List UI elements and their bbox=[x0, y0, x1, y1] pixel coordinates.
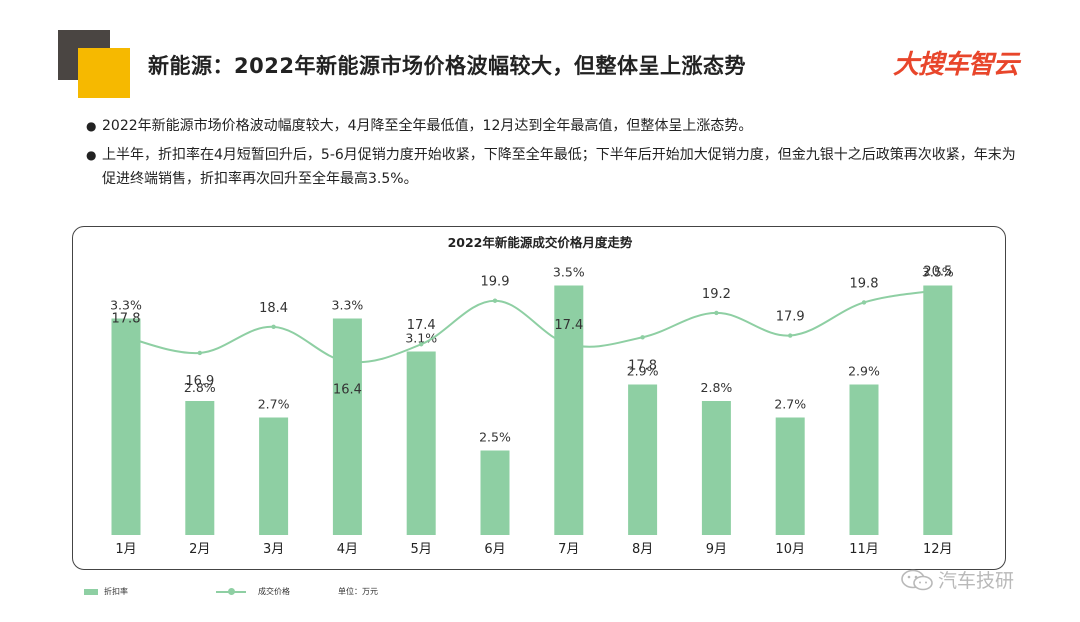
price-value-label: 16.4 bbox=[333, 383, 362, 398]
bullet-list: ● 2022年新能源市场价格波动幅度较大，4月降至全年最低值，12月达到全年最高… bbox=[86, 114, 1016, 196]
bar-12 bbox=[923, 285, 953, 535]
price-point bbox=[197, 350, 202, 356]
price-point bbox=[123, 335, 129, 340]
price-value-label: 17.8 bbox=[112, 311, 141, 326]
legend-bar-swatch bbox=[84, 589, 98, 595]
bar-value-label: 2.9% bbox=[848, 364, 880, 379]
price-point bbox=[714, 310, 719, 316]
x-tick-label: 9月 bbox=[706, 542, 727, 557]
bar-11 bbox=[849, 384, 879, 535]
bar-8 bbox=[628, 384, 658, 535]
price-value-label: 20.5 bbox=[923, 264, 952, 279]
price-point bbox=[566, 342, 571, 347]
x-tick-label: 10月 bbox=[775, 542, 805, 557]
x-tick-label: 3月 bbox=[263, 542, 284, 557]
price-value-label: 18.4 bbox=[259, 301, 288, 316]
price-point bbox=[492, 298, 498, 303]
price-value-label: 19.9 bbox=[481, 275, 510, 290]
x-tick-label: 11月 bbox=[849, 542, 879, 557]
bar-value-label: 3.1% bbox=[405, 331, 437, 346]
bar-value-label: 3.5% bbox=[553, 265, 585, 280]
bar-4 bbox=[332, 318, 362, 535]
bar-1 bbox=[111, 318, 141, 535]
x-tick-label: 8月 bbox=[632, 542, 653, 557]
chart-title: 2022年新能源成交价格月度走势 bbox=[448, 235, 633, 250]
wechat-icon bbox=[901, 569, 933, 591]
legend-bar-label: 折扣率 bbox=[104, 587, 128, 596]
chart-panel: 2022年新能源成交价格月度走势 3.3% 2.8% 2.7% 3.3% 3.1% 2.5%… bbox=[72, 226, 1006, 570]
bar-5 bbox=[406, 351, 436, 535]
x-tick-label: 4月 bbox=[337, 542, 358, 557]
bullet-dot-icon: ● bbox=[86, 119, 97, 133]
price-value-label: 17.8 bbox=[628, 358, 657, 373]
bar-value-label: 2.8% bbox=[701, 380, 733, 395]
price-value-label: 19.8 bbox=[850, 276, 879, 291]
watermark-text: 汽车技研 bbox=[938, 570, 1015, 592]
bar-value-label: 3.3% bbox=[332, 298, 364, 313]
chart-svg: 2022年新能源成交价格月度走势 3.3% 2.8% 2.7% 3.3% 3.1% 2.5%… bbox=[110, 235, 954, 557]
x-tick-label: 12月 bbox=[923, 542, 953, 557]
bar-value-label: 2.7% bbox=[774, 397, 806, 412]
x-tick-label: 5月 bbox=[411, 542, 432, 557]
x-tick-label: 1月 bbox=[115, 542, 136, 557]
bar-value-label: 2.5% bbox=[479, 430, 511, 445]
bar-10 bbox=[775, 417, 805, 535]
header-logo-blocks bbox=[58, 30, 132, 98]
bullet-item: ● 上半年，折扣率在4月短暂回升后，5-6月促销力度开始收紧，下降至全年最低；下… bbox=[86, 143, 1016, 191]
bullet-text: 上半年，折扣率在4月短暂回升后，5-6月促销力度开始收紧，下降至全年最低；下半年… bbox=[102, 147, 1016, 187]
bar-value-label: 2.7% bbox=[258, 397, 290, 412]
bar-value-label: 2.9% bbox=[627, 364, 659, 379]
bar-3 bbox=[259, 417, 289, 535]
x-tick-label: 2月 bbox=[189, 542, 210, 557]
bar-value-label: 2.8% bbox=[184, 380, 216, 395]
x-tick-label: 6月 bbox=[484, 542, 505, 557]
price-point bbox=[861, 300, 867, 305]
page-title: 新能源：2022年新能源市场价格波幅较大，但整体呈上涨态势 bbox=[148, 54, 746, 78]
price-point bbox=[345, 359, 350, 364]
legend-line-dot bbox=[228, 588, 235, 595]
price-value-label: 16.9 bbox=[185, 374, 214, 389]
bar-7 bbox=[554, 285, 584, 535]
bar-9 bbox=[701, 401, 731, 535]
price-value-label: 17.4 bbox=[554, 318, 583, 333]
price-point bbox=[935, 288, 940, 293]
price-point bbox=[271, 324, 276, 330]
legend-line-label: 成交价格 bbox=[258, 587, 290, 596]
bar-6 bbox=[480, 450, 510, 535]
brand-logo: 大搜车智云 bbox=[893, 50, 1019, 80]
logo-block-yellow bbox=[78, 48, 130, 98]
bar-value-label: 3.3% bbox=[110, 298, 142, 313]
legend-unit-label: 单位：万元 bbox=[338, 587, 378, 596]
bullet-text: 2022年新能源市场价格波动幅度较大，4月降至全年最低值，12月达到全年最高值，… bbox=[102, 118, 753, 134]
bar-value-label: 3.5% bbox=[922, 265, 954, 280]
bar-2 bbox=[185, 401, 215, 535]
price-point bbox=[788, 333, 793, 338]
price-point bbox=[419, 342, 424, 347]
x-tick-label: 7月 bbox=[558, 542, 579, 557]
price-value-label: 17.9 bbox=[776, 310, 805, 325]
price-point bbox=[640, 335, 645, 340]
price-value-label: 19.2 bbox=[702, 287, 731, 302]
price-value-label: 17.4 bbox=[407, 318, 436, 333]
price-line bbox=[125, 289, 938, 364]
bullet-item: ● 2022年新能源市场价格波动幅度较大，4月降至全年最低值，12月达到全年最高… bbox=[86, 114, 1016, 138]
bullet-dot-icon: ● bbox=[86, 148, 97, 162]
